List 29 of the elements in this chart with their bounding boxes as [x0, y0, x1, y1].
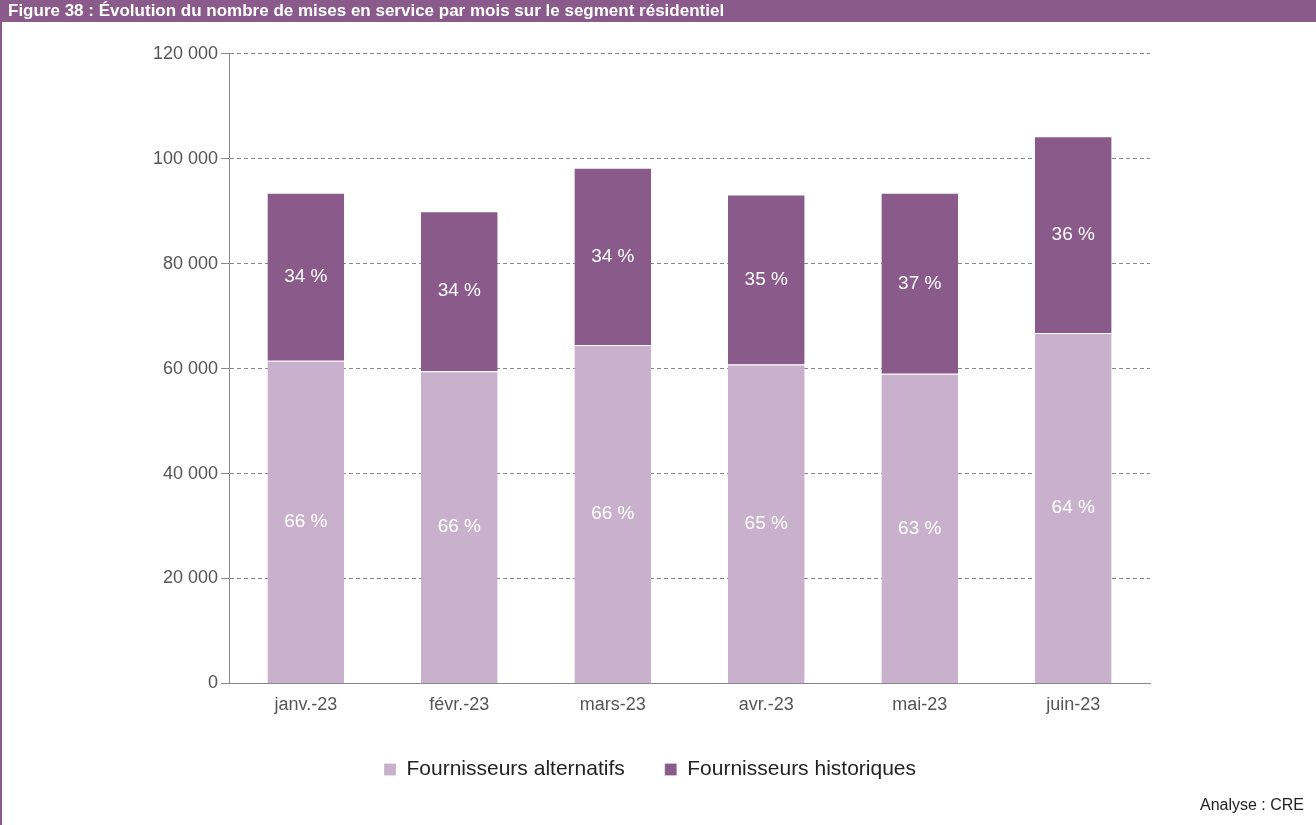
y-tick-label: 40 000: [163, 462, 219, 483]
y-tick-label: 120 000: [152, 42, 219, 63]
annotation: 65 %: [744, 511, 789, 533]
annotation: 66 %: [591, 502, 635, 524]
x-tick-label: mars-23: [579, 694, 646, 715]
x-tick-label: mai-23: [892, 694, 948, 715]
annotation: 66 %: [437, 515, 482, 537]
y-tick-label: 20 000: [163, 567, 219, 588]
legend-label: Fournisseurs historiques: [687, 756, 917, 780]
annotation: 66 %: [284, 510, 328, 532]
y-tick-label: 100 000: [152, 147, 219, 168]
y-tick-label: 60 000: [163, 357, 219, 378]
y-tick-label: 0: [208, 672, 219, 693]
x-tick-label: févr.-23: [429, 694, 490, 715]
annotation: 37 %: [898, 271, 942, 293]
y-tick-label: 80 000: [163, 252, 219, 273]
annotation: 36 %: [1051, 222, 1096, 244]
text: Analyse : CRE: [1199, 796, 1304, 814]
annotation: 34 %: [284, 265, 328, 287]
chart-title: Figure 38 : Évolution du nombre de mises en service par mois sur le segment résidentiel: [0, 0, 1316, 22]
annotation: 63 %: [898, 516, 942, 538]
annotation: 35 %: [744, 267, 789, 289]
x-tick-label: janv.-23: [273, 694, 338, 715]
annotation: 64 %: [1051, 496, 1096, 518]
legend-label: Fournisseurs alternatifs: [406, 756, 625, 780]
x-tick-label: juin-23: [1045, 694, 1101, 715]
annotation: 34 %: [437, 279, 482, 301]
x-tick-label: avr.-23: [738, 694, 794, 715]
annotation: 34 %: [591, 244, 635, 266]
